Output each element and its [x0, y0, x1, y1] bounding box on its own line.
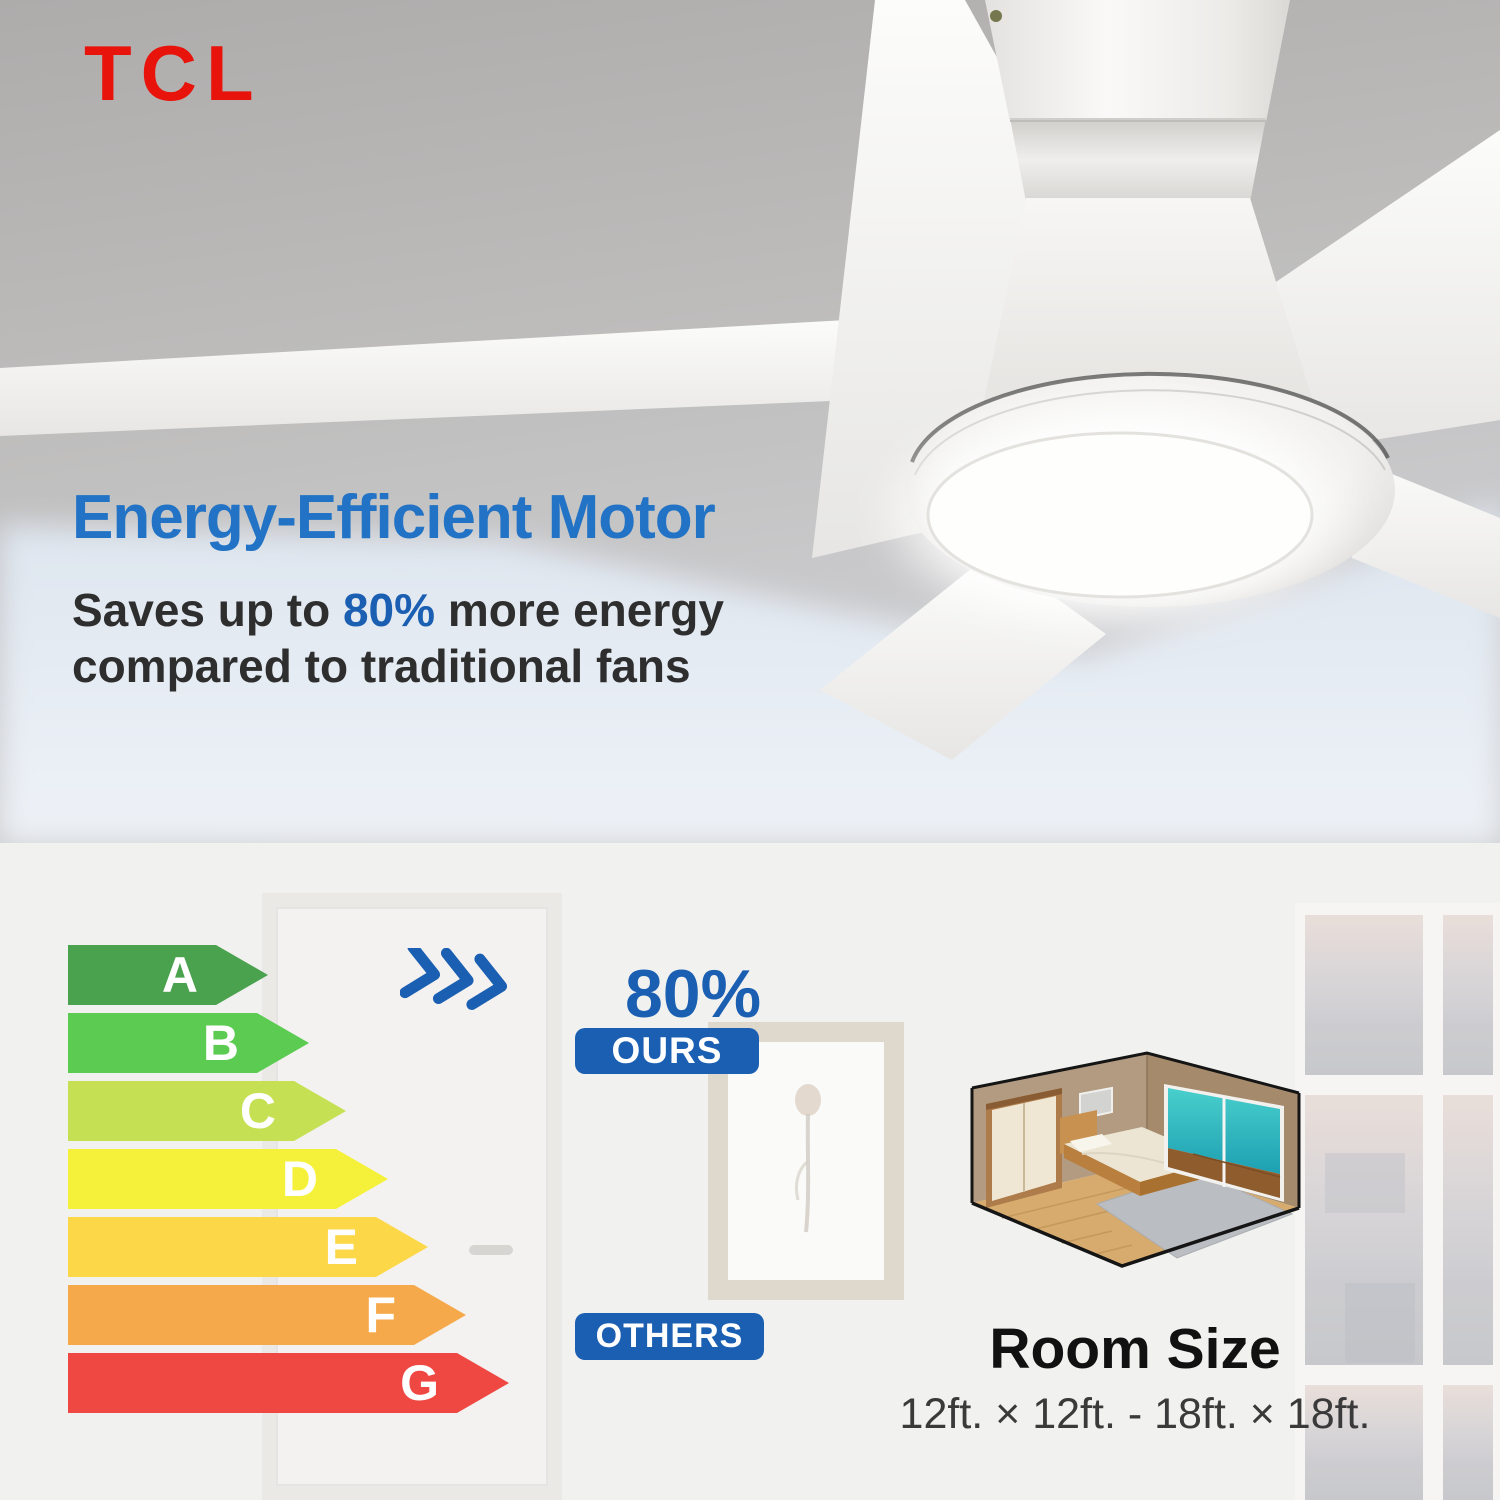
hero-subtitle: Saves up to 80% more energy compared to … [72, 582, 724, 694]
fan-blade-left [0, 318, 903, 436]
subtitle-highlight: 80% [342, 584, 436, 636]
ceiling-fan-photo [0, 0, 1500, 843]
hero-section: TCL Energy-Efficient Motor Saves up to 8… [0, 0, 1500, 843]
housing-chrome-ring [910, 371, 1390, 463]
energy-rating-a: A [68, 945, 268, 1005]
brand-logo: TCL [84, 29, 263, 117]
subtitle-text: more energy [435, 584, 724, 636]
rating-letter: A [161, 947, 198, 1003]
energy-rating-e: E [68, 1217, 428, 1277]
savings-percent: 80% [624, 956, 762, 1032]
mount-screw [990, 10, 1002, 22]
room-size-range: 12ft. × 12ft. - 18ft. × 18ft. [899, 1390, 1371, 1438]
triple-chevron-right-icon [400, 948, 508, 1010]
subtitle-text: Saves up to [72, 584, 343, 636]
wall-picture [1079, 1086, 1113, 1121]
fan-mount-canopy [985, 0, 1290, 122]
rating-letter: E [324, 1219, 358, 1275]
fan-motor-neck [978, 198, 1322, 430]
subtitle-line2: compared to traditional fans [72, 640, 691, 693]
infographic-section: A B C D E F G 80% OURS OTHERS [0, 843, 1500, 1500]
light-glow-wash [0, 502, 1500, 843]
energy-rating-f: F [68, 1285, 466, 1345]
hero-title: Energy-Efficient Motor [72, 483, 716, 552]
rating-letter: D [281, 1151, 318, 1207]
rating-letter: C [239, 1083, 276, 1139]
rating-letter: B [202, 1015, 239, 1071]
ours-badge: OURS [575, 1028, 759, 1074]
background-window [1295, 903, 1500, 1500]
door-handle [469, 1245, 513, 1255]
energy-rating-c: C [68, 1081, 346, 1141]
fan-light-panel [926, 431, 1314, 599]
rating-letter: F [365, 1287, 396, 1343]
energy-rating-chart: A B C D E F G [68, 945, 528, 1415]
room-illustration [970, 1051, 1301, 1268]
fan-mount-glass-ring [1010, 118, 1266, 202]
room-size-title: Room Size [989, 1317, 1281, 1381]
rose-artwork [794, 1084, 821, 1233]
energy-rating-d: D [68, 1149, 388, 1209]
bed-pillow [1070, 1134, 1112, 1152]
rating-letter: G [400, 1355, 439, 1411]
energy-rating-g: G [68, 1353, 509, 1413]
room-size-block: Room Size 12ft. × 12ft. - 18ft. × 18ft. [860, 1316, 1410, 1439]
others-badge: OTHERS [575, 1313, 764, 1360]
energy-rating-b: B [68, 1013, 309, 1073]
